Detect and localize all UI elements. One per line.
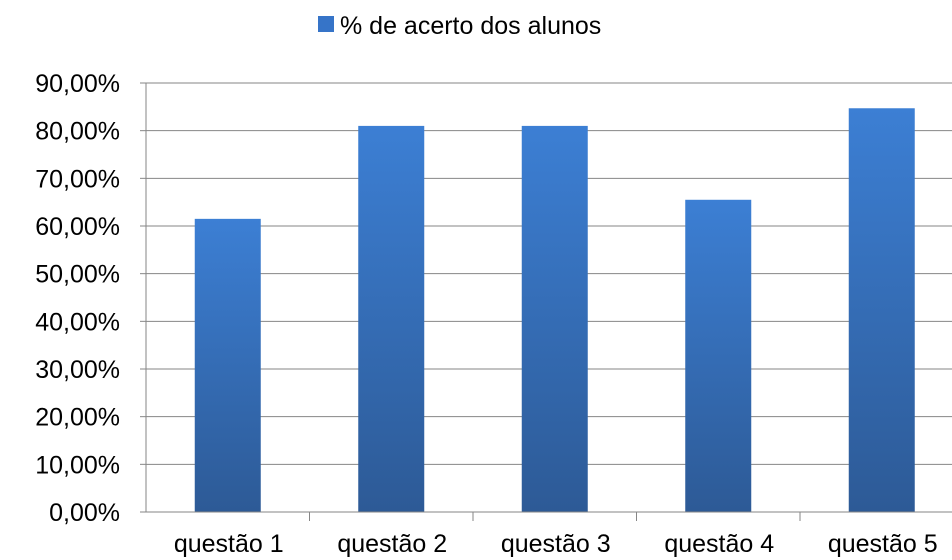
y-axis: 0,00% 10,00% 20,00% 30,00% 40,00% 50,00% 60,00… [35,70,147,527]
bar [685,199,752,513]
x-tick-label: questão 2 [337,530,447,558]
bar [358,125,425,513]
y-tick-label: 10,00% [35,451,120,479]
bar [194,218,261,512]
y-tick-label: 70,00% [35,165,120,193]
y-tick-label: 80,00% [35,118,120,146]
legend-swatch [318,16,334,32]
bar [521,125,588,513]
y-tick-label: 40,00% [35,308,120,336]
y-tick-label: 20,00% [35,404,120,432]
y-tick-label: 90,00% [35,70,120,98]
y-tick-label: 30,00% [35,356,120,384]
x-tick-label: questão 4 [664,530,774,558]
x-tick-label: questão 3 [501,530,611,558]
y-tick-label: 60,00% [35,213,120,241]
bars [194,108,915,513]
legend: % de acerto dos alunos [318,12,601,40]
y-tick-label: 50,00% [35,261,120,289]
y-tick-label: 0,00% [49,499,120,527]
x-tick-label: questão 1 [174,530,284,558]
x-axis: questão 1 questão 2 questão 3 questão 4 ques… [146,511,952,558]
legend-label: % de acerto dos alunos [340,12,601,40]
x-tick-label: questão 5 [828,530,938,558]
bar [848,108,915,512]
